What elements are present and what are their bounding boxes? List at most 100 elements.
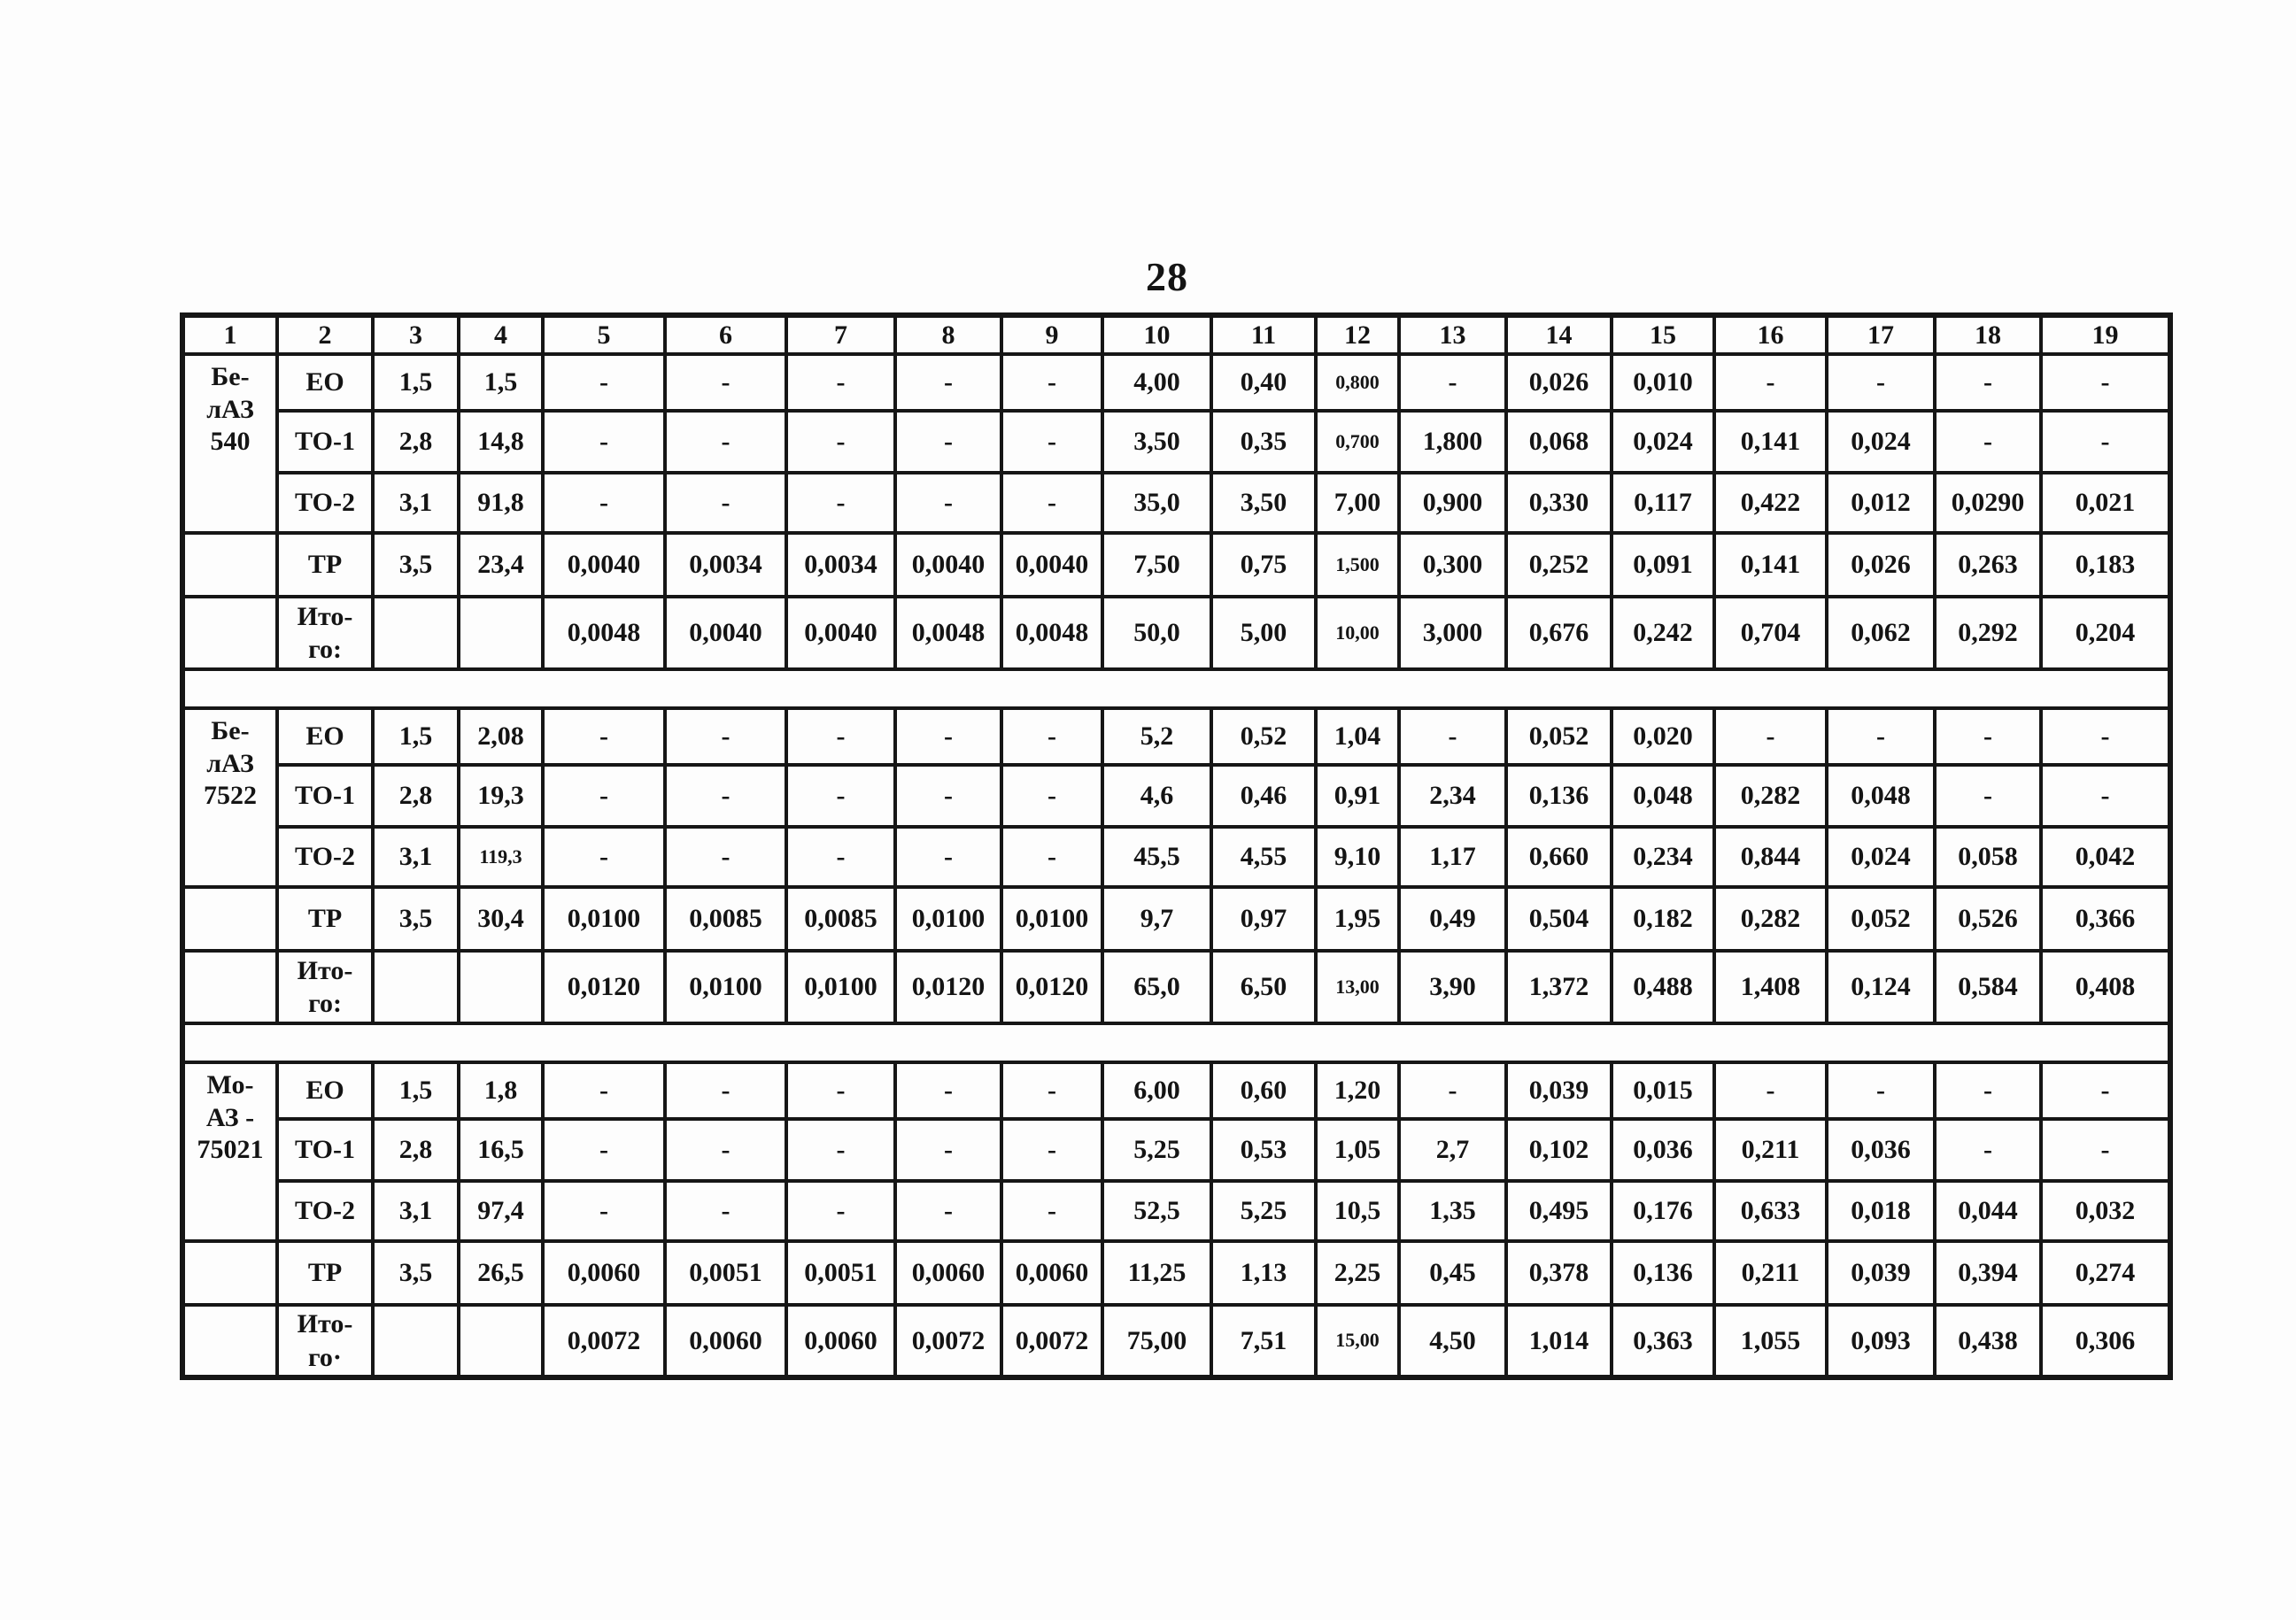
table-cell: 3,5: [371, 885, 460, 953]
table-cell: 2,8: [371, 1117, 460, 1183]
table-cell: 0,0120: [893, 949, 1003, 1025]
row-label: ТО-1: [275, 1117, 375, 1183]
table-cell: 0,330: [1504, 471, 1613, 535]
table-cell: 16,5: [457, 1117, 545, 1183]
table-cell: 0,633: [1712, 1179, 1828, 1243]
table-cell: -: [1933, 352, 2043, 413]
table-cell: 0,704: [1712, 595, 1828, 671]
table-cell: 0,062: [1825, 595, 1937, 671]
table-cell: 0,263: [1933, 531, 2043, 598]
table-cell: 0,052: [1504, 706, 1613, 767]
table-cell: 0,495: [1504, 1179, 1613, 1243]
table-cell: 0,60: [1210, 1061, 1318, 1121]
table-cell: 3,50: [1210, 471, 1318, 535]
table-cell: -: [785, 1179, 897, 1243]
vehicle-empty-cell: [181, 949, 279, 1025]
table-cell: -: [1000, 1117, 1104, 1183]
column-header: 4: [457, 313, 545, 356]
table-cell: -: [785, 825, 897, 889]
row-label: Ито-го:: [275, 949, 375, 1025]
table-cell: 0,024: [1825, 825, 1937, 889]
table-cell: 7,50: [1101, 531, 1213, 598]
table-cell: -: [1000, 706, 1104, 767]
table-cell: 0,0048: [1000, 595, 1104, 671]
table-cell: -: [893, 1117, 1003, 1183]
table-cell: -: [541, 1061, 667, 1121]
column-header: 5: [541, 313, 667, 356]
table-cell: 7,51: [1210, 1303, 1318, 1379]
table-cell: 1,5: [371, 706, 460, 767]
table-cell: 5,00: [1210, 595, 1318, 671]
table-cell: 0,306: [2039, 1303, 2172, 1379]
table-cell: -: [893, 471, 1003, 535]
table-cell: 0,438: [1933, 1303, 2043, 1379]
table-cell: 0,46: [1210, 763, 1318, 829]
row-label: ТР: [275, 1239, 375, 1307]
table-cell: 1,800: [1397, 409, 1508, 474]
table-cell: -: [1000, 471, 1104, 535]
table-cell: 0,0072: [1000, 1303, 1104, 1379]
table-cell: -: [1712, 352, 1828, 413]
table-cell: 0,018: [1825, 1179, 1937, 1243]
vehicle-name: Бе-лАЗ 540: [181, 352, 279, 535]
column-header: 17: [1825, 313, 1937, 356]
table-cell: 0,044: [1933, 1179, 2043, 1243]
vehicle-empty-cell: [181, 885, 279, 953]
column-header: 15: [1610, 313, 1716, 356]
table-cell: 15,00: [1314, 1303, 1401, 1379]
table-cell: -: [1000, 1179, 1104, 1243]
row-label: Ито-го:: [275, 595, 375, 671]
table-cell: -: [663, 409, 788, 474]
table-cell: 1,5: [371, 352, 460, 413]
table-cell: 0,91: [1314, 763, 1401, 829]
table-cell: 26,5: [457, 1239, 545, 1307]
table-cell: 0,136: [1504, 763, 1613, 829]
table-cell: 6,50: [1210, 949, 1318, 1025]
table-cell: 3,5: [371, 1239, 460, 1307]
table-cell: -: [893, 1061, 1003, 1121]
table-cell: 0,182: [1610, 885, 1716, 953]
table-cell: 1,35: [1397, 1179, 1508, 1243]
table-cell: 0,0100: [663, 949, 788, 1025]
table-cell: 0,292: [1933, 595, 2043, 671]
table-cell: 0,0040: [663, 595, 788, 671]
table-cell: 13,00: [1314, 949, 1401, 1025]
table-cell: 1,014: [1504, 1303, 1613, 1379]
table-cell: 0,183: [2039, 531, 2172, 598]
table-cell: 0,0120: [541, 949, 667, 1025]
table-cell: 0,300: [1397, 531, 1508, 598]
table-cell: 0,032: [2039, 1179, 2172, 1243]
table-cell: 0,024: [1610, 409, 1716, 474]
table-cell: 0,526: [1933, 885, 2043, 953]
table-cell: 0,660: [1504, 825, 1613, 889]
table-cell: [457, 595, 545, 671]
table-cell: 1,372: [1504, 949, 1613, 1025]
table-cell: -: [663, 471, 788, 535]
table-cell: 0,0040: [893, 531, 1003, 598]
table-cell: 0,058: [1933, 825, 2043, 889]
table-cell: 119,3: [457, 825, 545, 889]
table-cell: 2,08: [457, 706, 545, 767]
table-cell: 0,0085: [663, 885, 788, 953]
table-cell: 0,141: [1712, 409, 1828, 474]
table-cell: 0,141: [1712, 531, 1828, 598]
table-cell: 1,5: [457, 352, 545, 413]
table-cell: 4,50: [1397, 1303, 1508, 1379]
table-cell: 0,49: [1397, 885, 1508, 953]
table-cell: 0,136: [1610, 1239, 1716, 1307]
table-cell: 0,204: [2039, 595, 2172, 671]
table-cell: 3,000: [1397, 595, 1508, 671]
table-cell: 30,4: [457, 885, 545, 953]
table-cell: 9,10: [1314, 825, 1401, 889]
table-cell: 1,408: [1712, 949, 1828, 1025]
table-cell: 1,20: [1314, 1061, 1401, 1121]
table-cell: 2,7: [1397, 1117, 1508, 1183]
table-cell: [371, 949, 460, 1025]
row-label: ТО-2: [275, 471, 375, 535]
table-cell: -: [541, 409, 667, 474]
table-cell: -: [1825, 1061, 1937, 1121]
table-cell: -: [893, 352, 1003, 413]
table-cell: 6,00: [1101, 1061, 1213, 1121]
table-cell: -: [785, 1117, 897, 1183]
